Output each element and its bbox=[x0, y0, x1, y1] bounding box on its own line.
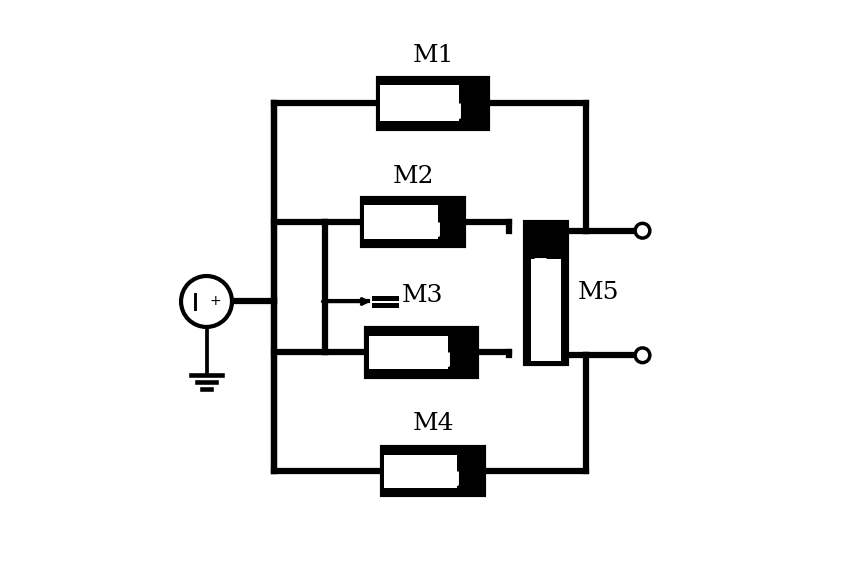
Bar bbox=[380, 85, 460, 121]
Text: +: + bbox=[210, 295, 221, 308]
Bar bbox=[385, 455, 457, 488]
Bar bbox=[366, 328, 477, 377]
Bar bbox=[365, 205, 437, 239]
Bar bbox=[532, 259, 561, 361]
Text: M3: M3 bbox=[402, 284, 443, 307]
Text: M1: M1 bbox=[412, 43, 454, 67]
Bar bbox=[362, 198, 464, 246]
Bar bbox=[369, 336, 449, 369]
Circle shape bbox=[635, 348, 650, 362]
Circle shape bbox=[181, 276, 232, 327]
Text: M2: M2 bbox=[392, 165, 434, 188]
Text: M5: M5 bbox=[578, 282, 619, 304]
Bar bbox=[378, 78, 488, 129]
Bar bbox=[525, 222, 567, 364]
Bar bbox=[382, 447, 484, 496]
Text: M4: M4 bbox=[412, 411, 454, 435]
Circle shape bbox=[635, 224, 650, 238]
